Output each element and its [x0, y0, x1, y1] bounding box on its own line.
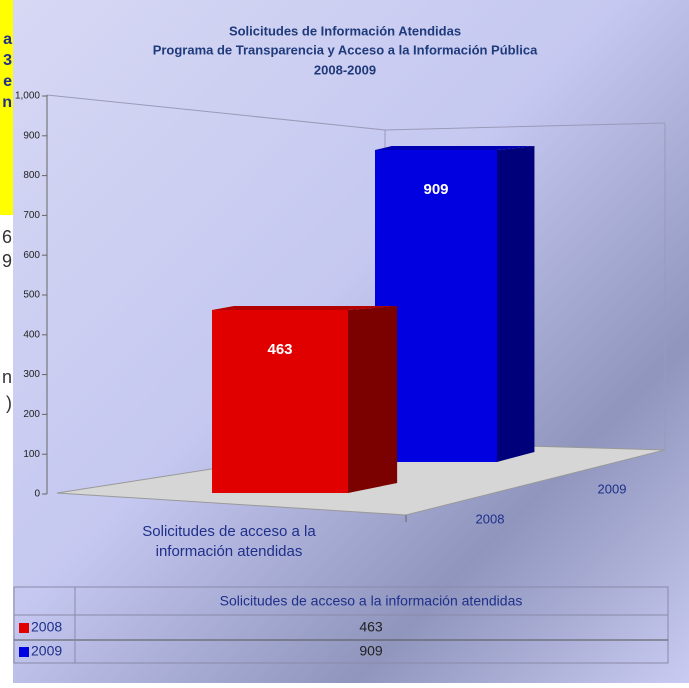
side-fragment: a [3, 31, 12, 48]
side-fragment: e [3, 73, 12, 90]
y-tick-label: 100 [23, 449, 40, 460]
side-fragment: 9 [2, 251, 12, 271]
x-category-label: Solicitudes de acceso a la información at… [142, 523, 316, 560]
bar [212, 310, 348, 493]
y-tick-label: 0 [34, 489, 40, 500]
side-fragment: n [2, 94, 12, 111]
y-tick-label: 1,000 [15, 91, 40, 102]
data-table [13, 586, 669, 664]
bar-top [375, 146, 535, 150]
y-tick-label: 700 [23, 210, 40, 221]
chart-title: Solicitudes de Información Atendidas [229, 23, 461, 38]
table-value: 909 [359, 643, 383, 659]
depth-label: 2008 [476, 511, 505, 526]
side-fragment: n [2, 367, 12, 387]
y-tick-label: 900 [23, 130, 40, 141]
y-tick-label: 400 [23, 329, 40, 340]
chart-period: 2008-2009 [314, 62, 376, 77]
table-series-name: 2009 [31, 643, 62, 659]
data-label: 463 [267, 341, 292, 358]
y-tick-label: 800 [23, 170, 40, 181]
y-tick-label: 200 [23, 409, 40, 420]
side-fragment: ) [6, 393, 12, 413]
bar-side [497, 146, 535, 462]
side-fragment: 6 [2, 227, 12, 247]
y-tick-label: 300 [23, 369, 40, 380]
y-tick-label: 600 [23, 250, 40, 261]
y-tick-label: 500 [23, 290, 40, 301]
chart-subtitle: Programa de Transparencia y Acceso a la … [153, 42, 538, 57]
legend-key [19, 647, 29, 657]
data-label: 909 [423, 181, 448, 198]
depth-label: 2009 [598, 481, 627, 496]
highlight-strip [0, 0, 13, 215]
side-fragment: 3 [3, 52, 12, 69]
legend-key [19, 623, 29, 633]
table-header: Solicitudes de acceso a la información a… [220, 593, 523, 609]
table-value: 463 [359, 619, 383, 635]
bar-top [212, 306, 398, 310]
table-series-name: 2008 [31, 619, 62, 635]
bar-side [348, 306, 398, 493]
